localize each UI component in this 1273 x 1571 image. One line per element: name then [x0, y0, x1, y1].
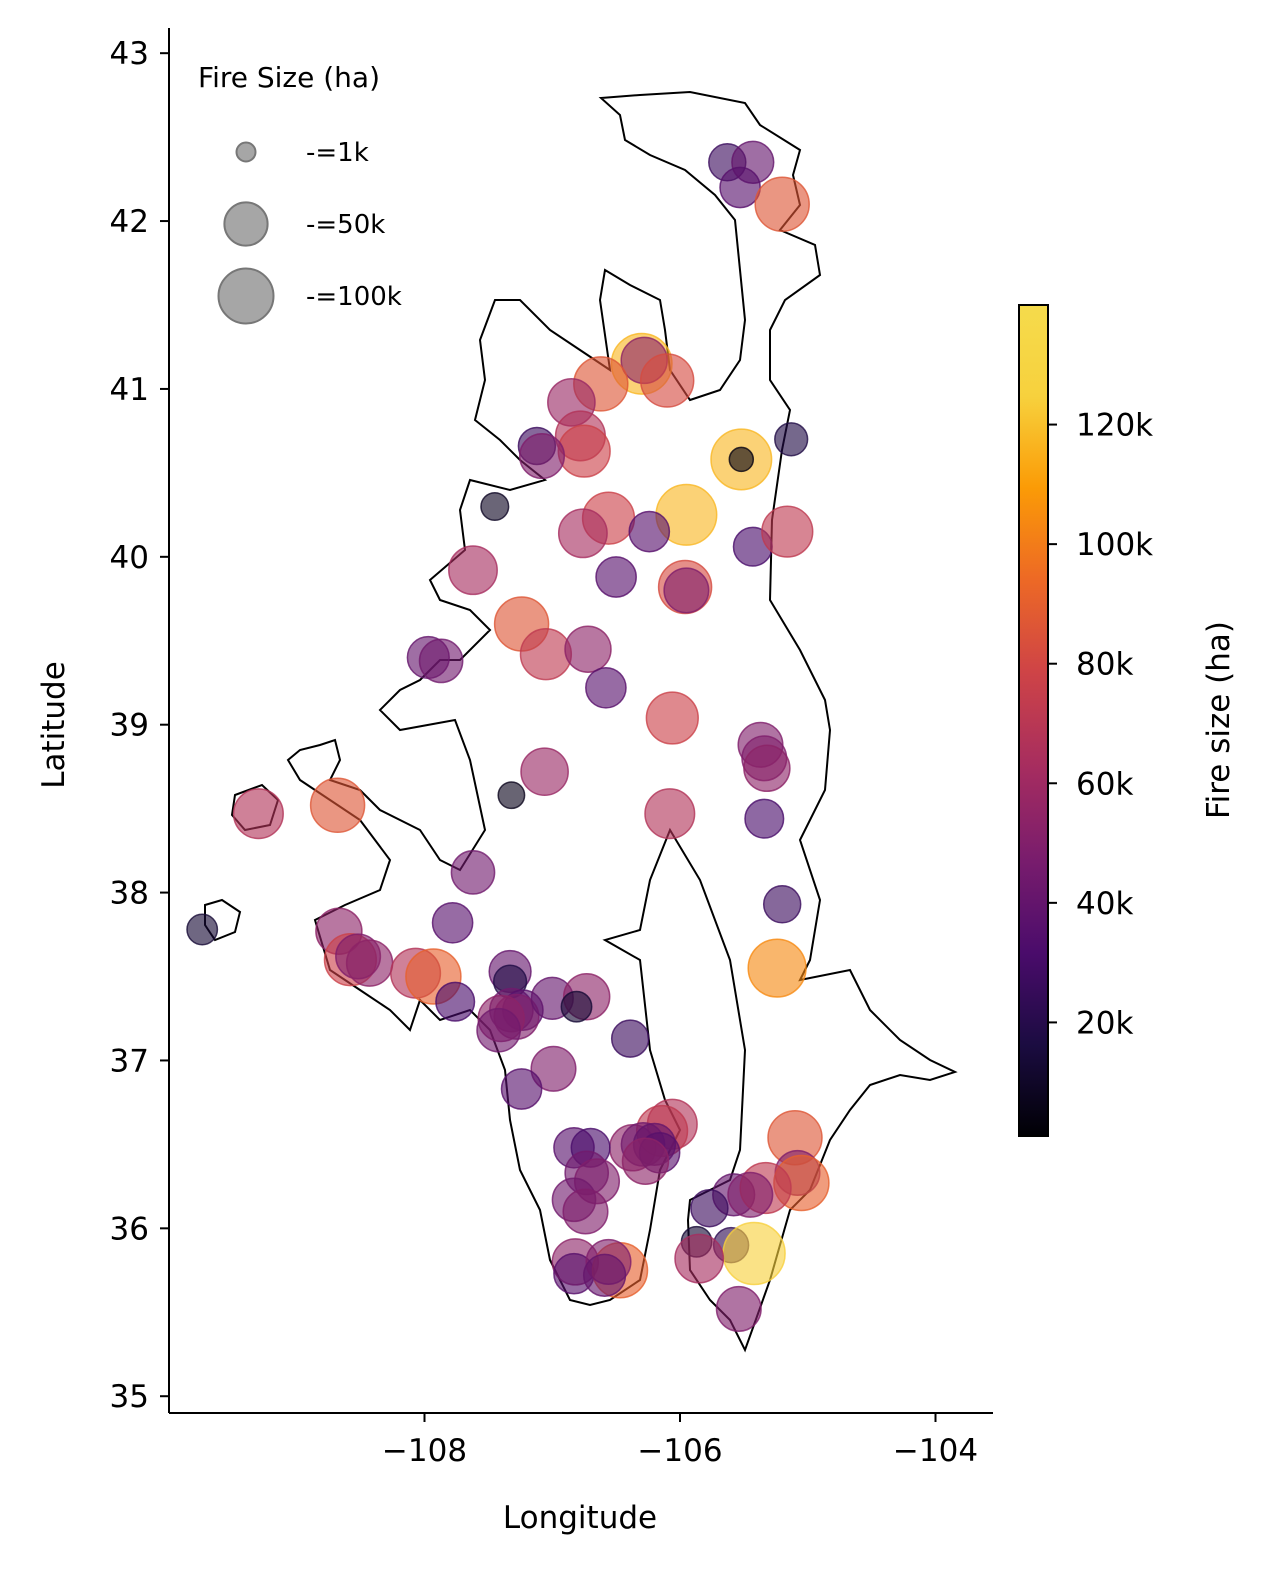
- fire-point-28: [519, 628, 573, 681]
- fire-point-56: [435, 981, 476, 1022]
- fire-point-96: [674, 1233, 725, 1284]
- fire-point-26: [663, 567, 710, 614]
- fire-point-36: [743, 744, 791, 793]
- y-tick-label-5: 40: [110, 540, 149, 576]
- legend-marker-2: [217, 267, 275, 325]
- axes: [168, 28, 993, 1414]
- y-tick-label-4: 39: [110, 708, 149, 744]
- legend-label-1: -=50k: [306, 210, 385, 240]
- fire-points: [186, 140, 830, 1332]
- fire-point-39: [644, 788, 696, 840]
- colorbar-tick-label-1: 40k: [1076, 886, 1133, 922]
- fire-point-2: [719, 166, 761, 209]
- fire-point-53: [747, 938, 807, 998]
- x-tick-label-0: −108: [382, 1433, 467, 1469]
- fire-point-43: [450, 850, 496, 895]
- x-tick-label-1: −106: [637, 1433, 722, 1469]
- colorbar-tick-label-5: 120k: [1076, 408, 1153, 444]
- y-tick-label-0: 35: [110, 1379, 149, 1415]
- colorbar-title: Fire size (ha): [1201, 621, 1237, 819]
- fire-point-44: [762, 885, 802, 924]
- fire-point-46: [186, 913, 219, 946]
- fire-point-42: [309, 777, 366, 834]
- x-axis-title: Longitude: [503, 1500, 657, 1536]
- fire-point-37: [520, 747, 569, 797]
- fire-point-38: [497, 781, 526, 810]
- y-tick-label-8: 43: [110, 36, 149, 72]
- fire-point-74: [621, 1137, 670, 1185]
- y-tick-label-6: 41: [110, 372, 149, 408]
- y-tick-label-2: 37: [110, 1043, 149, 1079]
- colorbar: 20k 40k 60k 80k 100k 120k Fire size (ha): [1018, 304, 1237, 1137]
- fire-point-80: [562, 1188, 609, 1235]
- size-legend: Fire Size (ha) -=1k -=50k -=100k: [198, 61, 402, 325]
- fire-point-10: [557, 424, 611, 478]
- fire-point-32: [418, 638, 464, 684]
- colorbar-tick-label-0: 20k: [1076, 1005, 1133, 1041]
- fire-point-33: [645, 691, 699, 745]
- fire-point-67: [500, 1068, 543, 1110]
- colorbar-ticks: 20k 40k 60k 80k 100k 120k: [1048, 408, 1153, 1041]
- fire-point-20: [628, 510, 671, 553]
- fire-point-45: [431, 901, 474, 944]
- fire-point-85: [582, 1253, 627, 1297]
- fire-point-41: [232, 788, 284, 840]
- fire-point-24: [595, 556, 637, 598]
- fire-point-12: [518, 433, 566, 480]
- x-ticks: −108 −106 −104: [382, 1413, 978, 1469]
- fire-point-15: [774, 422, 809, 457]
- fire-point-14: [728, 446, 755, 473]
- legend-title: Fire Size (ha): [198, 61, 380, 94]
- y-tick-label-3: 38: [110, 876, 149, 912]
- legend-marker-1: [223, 201, 269, 247]
- fire-point-40: [744, 798, 785, 839]
- legend-label-2: -=100k: [306, 282, 402, 312]
- fire-point-17: [480, 491, 510, 522]
- fire-point-61: [476, 1007, 521, 1053]
- fire-point-91: [727, 1171, 774, 1218]
- fire-point-19: [557, 508, 608, 559]
- fire-point-30: [585, 666, 627, 709]
- legend-label-0: -=1k: [306, 138, 369, 168]
- fire-point-50: [345, 939, 394, 987]
- colorbar-tick-label-2: 60k: [1076, 766, 1133, 802]
- colorbar-tick-label-4: 100k: [1076, 527, 1153, 563]
- y-ticks: 35 36 37 38 39 40 41 42 43: [110, 36, 169, 1415]
- legend-marker-0: [235, 141, 257, 163]
- fire-point-95: [722, 1221, 786, 1286]
- fire-point-64: [560, 990, 593, 1023]
- colorbar-tick-label-3: 80k: [1076, 647, 1133, 683]
- y-tick-label-7: 42: [110, 204, 149, 240]
- fire-point-23: [448, 545, 498, 596]
- x-tick-label-2: −104: [893, 1433, 978, 1469]
- legend-items: -=1k -=50k -=100k: [217, 138, 402, 325]
- fire-point-66: [530, 1045, 577, 1092]
- fire-point-92: [690, 1188, 729, 1228]
- y-axis-title: Latitude: [36, 661, 72, 789]
- fire-point-29: [564, 625, 612, 673]
- fire-point-3: [754, 176, 810, 233]
- fire-point-22: [761, 505, 814, 558]
- colorbar-gradient: [1018, 304, 1049, 1137]
- fire-point-97: [715, 1285, 762, 1332]
- fire-point-65: [610, 1019, 650, 1058]
- y-tick-label-1: 36: [110, 1211, 149, 1247]
- fire-point-6: [639, 353, 695, 408]
